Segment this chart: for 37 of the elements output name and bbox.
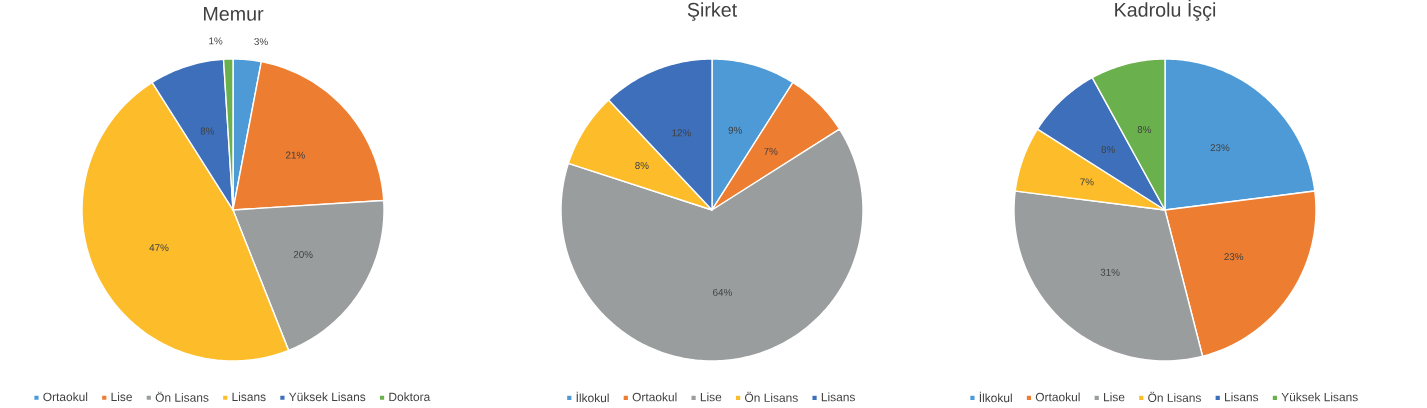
chart-title: Şirket [687,2,738,21]
data-label: 23% [1224,253,1244,261]
legend-label: Lise [1104,392,1125,402]
data-label: 64% [713,288,732,296]
legend-label: Ortaokul [1035,392,1080,402]
data-label: 8% [1137,126,1152,134]
data-label: 8% [635,162,649,169]
data-label: 1% [209,37,223,45]
legend-label: Lisans [821,392,855,402]
data-label: 12% [672,129,691,137]
legend-label: Lise [700,392,722,402]
legend-label: Ortaokul [43,392,88,402]
legend-label: Lisans [232,392,266,402]
legend-label: Doktora [389,392,431,402]
data-label: 20% [293,251,313,258]
data-label: 31% [1100,268,1120,276]
data-label: 23% [1210,144,1230,152]
legend-label: Ortaokul [632,392,677,402]
data-label: 8% [200,127,215,135]
legend-label: İlkokul [576,391,609,403]
legend-label: Lisans [1225,392,1259,402]
legend-label: Ön Lisans [1148,391,1201,402]
data-label: 8% [1101,145,1115,153]
chart-title: Kadrolu İşçi [1115,0,1216,21]
chart-title: Memur [204,7,264,21]
legend-label: Lise [111,392,132,402]
legend-label: Ön Lisans [745,391,798,402]
legend-label: Yüksek Lisans [1281,392,1358,402]
data-label: 7% [1080,178,1094,186]
legend-label: Ön Lisans [155,391,209,402]
legend-label: İlkokul [979,391,1012,403]
data-label: 7% [764,147,778,155]
data-label: 3% [254,38,268,46]
data-label: 21% [285,151,305,159]
data-label: 9% [728,126,742,134]
legend-label: Yüksek Lisans [288,392,366,402]
data-label: 47% [149,244,169,252]
